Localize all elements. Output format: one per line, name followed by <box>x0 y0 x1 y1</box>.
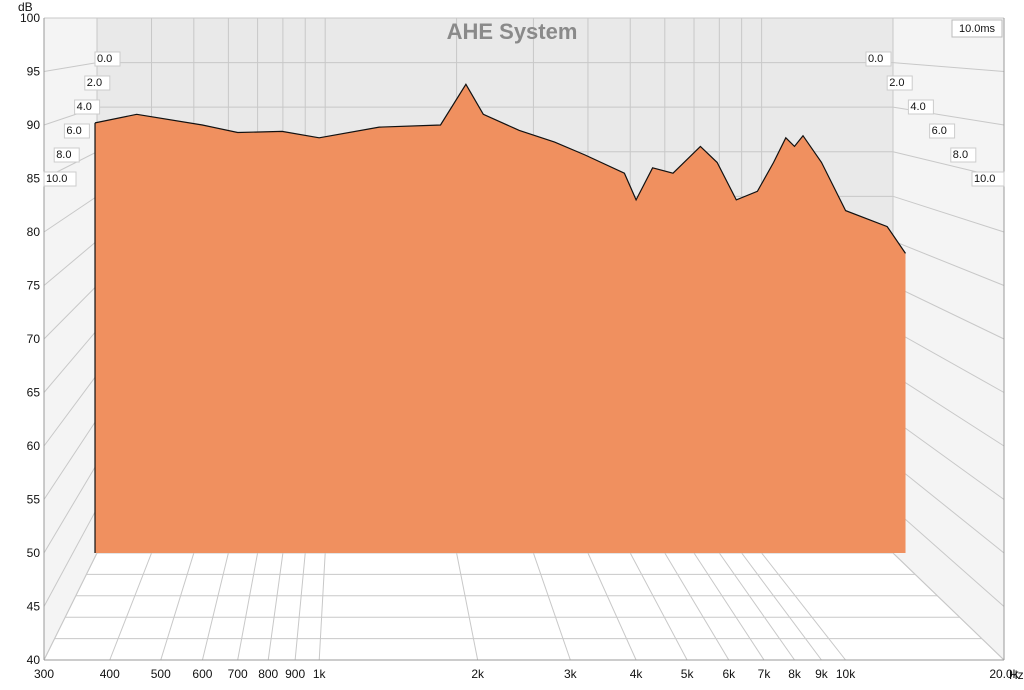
y-tick-label: 40 <box>27 653 41 667</box>
y-axis-unit: dB <box>18 0 33 14</box>
labels: 40 45 50 55 60 65 70 75 80 85 90 95 100 300 400 500 600 7… <box>20 11 1020 681</box>
time-label-box-left <box>43 171 77 187</box>
time-label-box-right <box>865 51 892 67</box>
x-tick-label: 8k <box>788 667 802 681</box>
x-tick-label: 900 <box>285 667 305 681</box>
time-label-left: 0.0 <box>97 53 112 65</box>
series-line <box>94 83 906 254</box>
y-tick-label: 70 <box>27 332 41 346</box>
y-tick-label: 50 <box>27 546 41 560</box>
grid-line-y <box>43 106 1005 126</box>
time-label-right: 10.0 <box>974 173 995 185</box>
time-axis-box: 10.0ms <box>951 19 1003 38</box>
x-tick-label: 3k <box>564 667 578 681</box>
y-tick-label: 100 <box>20 11 40 25</box>
time-label-left: 10.0 <box>46 173 67 185</box>
x-tick-label: 500 <box>151 667 171 681</box>
x-tick-label: 400 <box>100 667 120 681</box>
time-label-box-left <box>84 75 111 91</box>
y-tick-label: 95 <box>27 65 41 79</box>
y-tick-label: 85 <box>27 172 41 186</box>
x-tick-label: 700 <box>228 667 248 681</box>
time-label-box-right <box>907 99 934 115</box>
x-tick-label: 9k <box>815 667 829 681</box>
time-label-left: 4.0 <box>77 101 92 113</box>
series-layers <box>94 83 906 554</box>
y-tick-label: 90 <box>27 118 41 132</box>
y-tick-label: 45 <box>27 600 41 614</box>
x-tick-label: 600 <box>192 667 212 681</box>
x-tick-label: 6k <box>722 667 736 681</box>
series-area <box>95 84 906 554</box>
time-label-left: 2.0 <box>87 77 102 89</box>
time-label-right: 0.0 <box>868 53 883 65</box>
time-label-box-left <box>63 123 90 139</box>
time-label-box-right <box>971 171 1005 187</box>
x-tick-label: 20.0k <box>989 667 1019 681</box>
x-axis-unit: Hz <box>1009 668 1024 682</box>
grid-line-y <box>43 62 1005 72</box>
time-label-box-right <box>929 123 956 139</box>
time-label-left: 8.0 <box>56 149 71 161</box>
time-label-right: 6.0 <box>932 125 947 137</box>
grid-line-y <box>43 552 1005 661</box>
x-tick-label: 2k <box>471 667 485 681</box>
time-label-box-left <box>53 147 80 163</box>
time-label-box-right <box>950 147 977 163</box>
chart-title: AHE System <box>447 19 578 44</box>
x-tick-label: 800 <box>258 667 278 681</box>
time-label-box-left <box>94 51 121 67</box>
y-tick-label: 80 <box>27 225 41 239</box>
time-label-box-right <box>886 75 913 91</box>
time-label-left: 6.0 <box>66 125 81 137</box>
y-tick-label: 75 <box>27 279 41 293</box>
x-tick-label: 10k <box>836 667 856 681</box>
x-tick-label: 300 <box>34 667 54 681</box>
y-tick-label: 60 <box>27 439 41 453</box>
y-tick-label: 65 <box>27 386 41 400</box>
time-label-right: 2.0 <box>889 77 904 89</box>
time-label-right: 4.0 <box>910 101 925 113</box>
x-tick-label: 5k <box>681 667 695 681</box>
time-label-right: 8.0 <box>953 149 968 161</box>
time-axis-label: 10.0ms <box>959 23 996 35</box>
y-tick-label: 55 <box>27 493 41 507</box>
x-tick-label: 4k <box>630 667 644 681</box>
x-tick-label: 7k <box>758 667 772 681</box>
time-label-box-left <box>74 99 101 115</box>
x-tick-label: 1k <box>313 667 327 681</box>
